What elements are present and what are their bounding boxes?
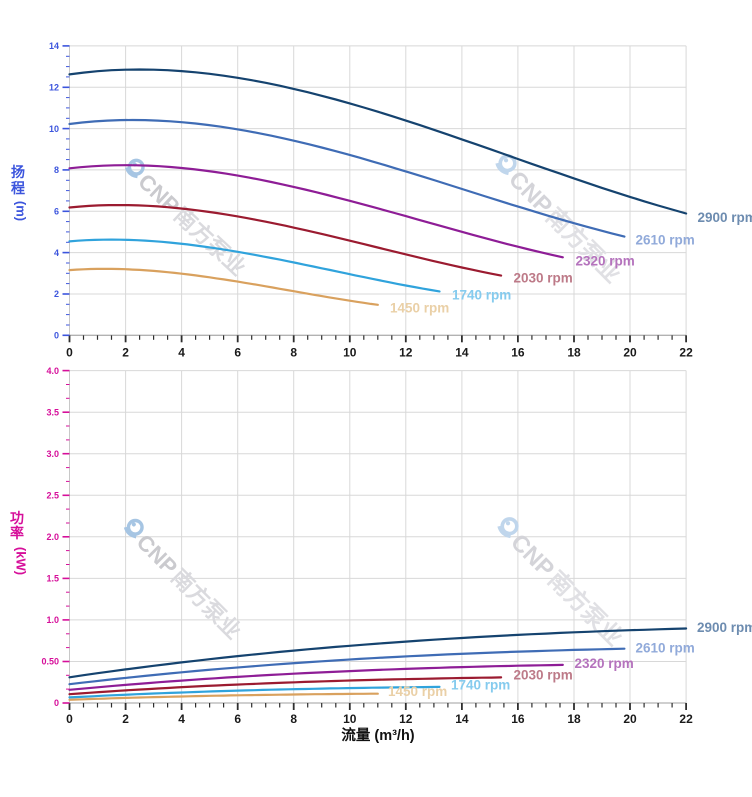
svg-text:2030 rpm: 2030 rpm <box>514 271 573 286</box>
svg-text:2: 2 <box>54 289 59 299</box>
svg-text:3.0: 3.0 <box>46 449 59 459</box>
svg-text:功: 功 <box>10 510 24 526</box>
svg-text:8: 8 <box>54 165 59 175</box>
svg-text:2.5: 2.5 <box>46 490 59 500</box>
svg-text:12: 12 <box>399 346 413 360</box>
svg-text:2: 2 <box>122 346 129 360</box>
svg-text:16: 16 <box>511 346 525 360</box>
svg-text:0: 0 <box>66 346 73 360</box>
svg-text:8: 8 <box>290 346 297 360</box>
svg-text:6: 6 <box>54 207 59 217</box>
svg-text:8: 8 <box>290 712 297 726</box>
svg-text:22: 22 <box>679 712 693 726</box>
svg-text:2320 rpm: 2320 rpm <box>576 254 635 269</box>
svg-text:流量 (m³/h): 流量 (m³/h) <box>341 726 414 744</box>
svg-text:2900 rpm: 2900 rpm <box>698 210 752 225</box>
svg-text:14: 14 <box>455 346 469 360</box>
svg-text:2610 rpm: 2610 rpm <box>636 641 695 656</box>
svg-text:14: 14 <box>455 712 469 726</box>
svg-text:4: 4 <box>178 346 185 360</box>
svg-text:扬: 扬 <box>11 164 25 180</box>
svg-text:10: 10 <box>343 712 357 726</box>
svg-text:2610 rpm: 2610 rpm <box>636 233 695 248</box>
svg-text:2900 rpm: 2900 rpm <box>697 620 752 635</box>
svg-text:率: 率 <box>10 525 24 541</box>
svg-text:18: 18 <box>567 712 581 726</box>
svg-text:14: 14 <box>49 41 59 51</box>
svg-text:1450 rpm: 1450 rpm <box>390 301 449 316</box>
svg-text:0: 0 <box>66 712 73 726</box>
svg-text:1450 rpm: 1450 rpm <box>388 684 447 699</box>
svg-text:12: 12 <box>399 712 413 726</box>
svg-text:1.5: 1.5 <box>46 574 59 584</box>
svg-text:6: 6 <box>234 712 241 726</box>
svg-text:0: 0 <box>54 698 59 708</box>
svg-text:20: 20 <box>623 346 637 360</box>
svg-text:3.5: 3.5 <box>46 407 59 417</box>
svg-text:2: 2 <box>122 712 129 726</box>
svg-text:22: 22 <box>679 346 693 360</box>
svg-text:2.0: 2.0 <box>46 532 59 542</box>
svg-text:10: 10 <box>343 346 357 360</box>
svg-text:1740 rpm: 1740 rpm <box>451 678 510 693</box>
svg-text:2320 rpm: 2320 rpm <box>575 656 634 671</box>
svg-text:12: 12 <box>49 83 59 93</box>
svg-text:(kW): (kW) <box>14 547 29 575</box>
svg-text:1.0: 1.0 <box>46 615 59 625</box>
svg-text:20: 20 <box>623 712 637 726</box>
svg-text:4: 4 <box>178 712 185 726</box>
svg-text:10: 10 <box>49 124 59 134</box>
svg-text:1740 rpm: 1740 rpm <box>452 288 511 303</box>
svg-text:4: 4 <box>54 248 59 258</box>
svg-text:4.0: 4.0 <box>46 366 59 376</box>
svg-text:18: 18 <box>567 346 581 360</box>
svg-text:(m): (m) <box>14 201 29 221</box>
svg-text:6: 6 <box>234 346 241 360</box>
svg-text:0: 0 <box>54 331 59 341</box>
svg-text:程: 程 <box>11 180 25 196</box>
svg-text:0.50: 0.50 <box>41 657 59 667</box>
svg-text:2030 rpm: 2030 rpm <box>514 668 573 683</box>
svg-text:16: 16 <box>511 712 525 726</box>
